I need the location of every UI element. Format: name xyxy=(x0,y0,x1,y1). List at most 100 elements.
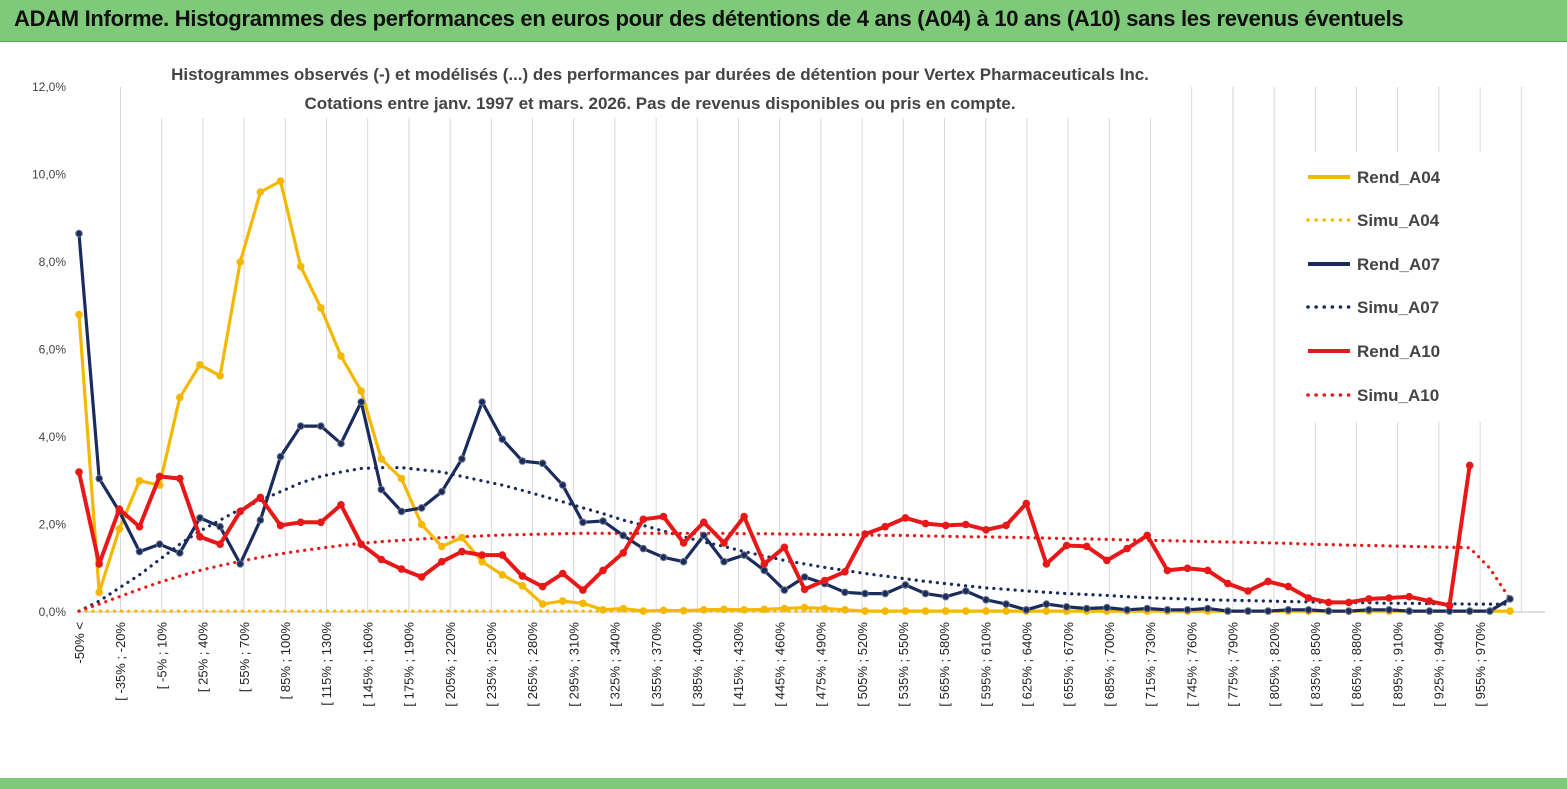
series xyxy=(75,177,1514,615)
data-point xyxy=(962,520,970,529)
data-point xyxy=(1465,607,1474,615)
data-point xyxy=(95,474,103,483)
data-point xyxy=(800,603,809,612)
data-point xyxy=(659,512,668,521)
data-point xyxy=(135,547,144,556)
x-tick-label: [ 25% ; 40% xyxy=(196,622,211,693)
x-tick-label: [ 85% ; 100% xyxy=(278,622,293,700)
legend-label: Rend_A04 xyxy=(1357,168,1441,187)
data-point xyxy=(337,352,345,360)
y-tick-label: 6,0% xyxy=(39,343,67,357)
data-point xyxy=(861,530,869,538)
header-bar: ADAM Informe. Histogrammes des performan… xyxy=(0,0,1567,42)
page-title: ADAM Informe. Histogrammes des performan… xyxy=(14,6,1404,31)
data-point xyxy=(599,517,607,525)
data-point xyxy=(1002,600,1010,608)
x-tick-label: [ 235% ; 250% xyxy=(484,622,499,707)
data-point xyxy=(75,229,83,238)
data-point xyxy=(438,487,446,496)
data-point xyxy=(1123,606,1131,614)
data-point xyxy=(397,565,406,573)
x-tick-label: [ 145% ; 160% xyxy=(360,622,375,707)
data-point xyxy=(498,435,507,444)
chart: 0,0% 2,0% 4,0% 6,0% 8,0% 10,0% 12,0% -50% < [ -… xyxy=(32,54,1545,707)
x-tick-label: -50% < xyxy=(72,622,87,664)
data-point xyxy=(1183,564,1192,573)
data-point xyxy=(1082,542,1091,551)
data-point xyxy=(377,455,386,463)
data-point xyxy=(438,542,446,551)
data-point xyxy=(599,566,607,575)
data-point xyxy=(881,522,890,531)
data-point xyxy=(1365,606,1373,614)
data-point xyxy=(1365,595,1373,603)
data-point xyxy=(1324,598,1333,607)
data-point xyxy=(619,549,628,557)
data-point xyxy=(95,560,103,568)
data-point xyxy=(800,573,809,581)
series-line-simu-a10 xyxy=(77,531,1512,613)
data-point xyxy=(357,387,366,395)
x-tick-label: [ 565% ; 580% xyxy=(937,622,952,707)
x-tick-label: [ 175% ; 190% xyxy=(402,622,417,707)
data-point xyxy=(679,557,688,566)
data-point xyxy=(1143,604,1151,613)
data-point xyxy=(317,518,325,527)
data-point xyxy=(1324,607,1333,615)
data-point xyxy=(478,557,486,566)
data-point xyxy=(458,533,466,542)
x-tick-label: [ 265% ; 280% xyxy=(525,622,540,707)
data-point xyxy=(1405,607,1413,615)
data-point xyxy=(558,597,567,605)
y-tick-label: 4,0% xyxy=(39,430,67,444)
chart-title: Histogrammes observés (-) et modélisés (… xyxy=(171,65,1149,84)
data-point xyxy=(921,607,930,615)
x-tick-label: [ 415% ; 430% xyxy=(731,622,746,707)
data-point xyxy=(579,599,587,608)
data-point xyxy=(579,586,587,594)
data-point xyxy=(196,533,204,541)
legend-label: Rend_A07 xyxy=(1357,255,1440,274)
y-tick-label: 2,0% xyxy=(39,518,67,532)
data-point xyxy=(1163,566,1172,575)
data-point xyxy=(982,526,990,534)
x-tick-label: [ 115% ; 130% xyxy=(319,622,334,706)
data-point xyxy=(397,474,406,483)
data-point xyxy=(760,605,769,614)
data-point xyxy=(317,304,325,312)
data-point xyxy=(720,557,728,566)
x-tick-label: [ 835% ; 850% xyxy=(1308,622,1323,707)
data-point xyxy=(820,576,829,585)
legend-label: Simu_A04 xyxy=(1357,211,1440,230)
data-point xyxy=(1506,595,1514,603)
data-point xyxy=(1284,582,1293,591)
data-point xyxy=(700,518,708,527)
legend: Rend_A04 Simu_A04 Rend_A07 Simu_A07 Rend_A10… xyxy=(1306,168,1441,405)
data-point xyxy=(135,477,144,485)
data-point xyxy=(256,493,265,502)
data-point xyxy=(760,560,769,568)
data-point xyxy=(901,607,910,615)
data-point xyxy=(740,606,748,614)
data-point xyxy=(800,585,809,594)
data-point xyxy=(740,512,748,521)
data-point xyxy=(700,606,708,614)
data-point xyxy=(176,393,184,402)
data-point xyxy=(458,547,466,556)
data-point xyxy=(377,555,386,564)
x-tick-label: [ -35% ; -20% xyxy=(113,622,128,701)
y-tick-label: 0,0% xyxy=(39,605,67,619)
data-point xyxy=(397,507,406,516)
data-point xyxy=(337,439,345,448)
data-point xyxy=(1163,606,1172,614)
x-tick-label: [ 595% ; 610% xyxy=(978,622,993,707)
data-point xyxy=(1203,604,1212,613)
data-point xyxy=(780,604,789,613)
data-point xyxy=(1425,597,1434,605)
legend-label: Simu_A07 xyxy=(1357,298,1439,317)
data-point xyxy=(1103,556,1111,565)
data-point xyxy=(417,520,426,529)
data-point xyxy=(317,422,325,430)
x-axis: -50% < [ -35% ; -20% [ -5% ; 10% [ 25% ; 40… xyxy=(72,622,1488,707)
chart-subtitle: Cotations entre janv. 1997 et mars. 2026… xyxy=(304,94,1015,113)
